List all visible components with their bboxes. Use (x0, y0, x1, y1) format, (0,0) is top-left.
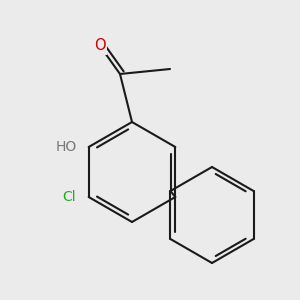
Text: Cl: Cl (62, 190, 76, 204)
Text: HO: HO (56, 140, 77, 154)
Text: O: O (94, 38, 106, 53)
